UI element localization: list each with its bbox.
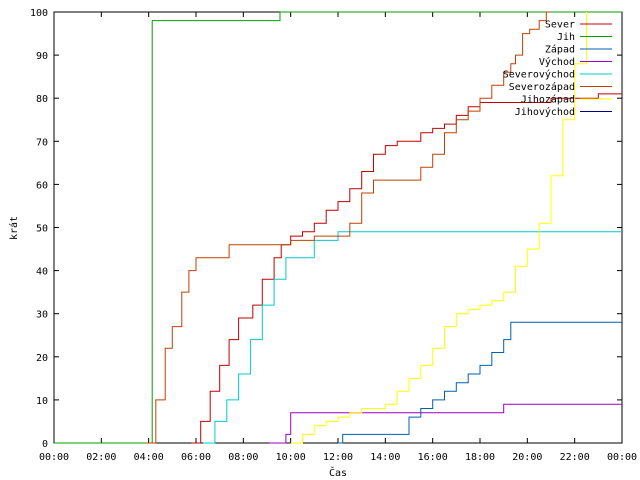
axis-ticks: 00:00 02:00 04:00 06:00 08:00 10:00 12:00 14:00… — [30, 8, 637, 463]
y-tick-label: 80 — [36, 94, 48, 105]
x-tick-label: 04:00 — [134, 452, 164, 463]
y-tick-label: 70 — [36, 137, 48, 148]
x-tick-label: 02:00 — [86, 452, 116, 463]
y-tick-label: 50 — [36, 224, 48, 235]
x-tick-label: 08:00 — [228, 452, 258, 463]
legend-label: Severozápad — [509, 81, 575, 93]
x-tick-label: 10:00 — [276, 452, 306, 463]
series-line — [191, 93, 622, 444]
legend: SeverJihZápadVýchodSeverovýchodSeverozáp… — [503, 20, 612, 118]
y-tick-label: 100 — [30, 8, 48, 19]
x-tick-label: 00:00 — [607, 452, 637, 463]
y-tick-label: 20 — [36, 353, 48, 364]
x-axis-label: Čas — [329, 466, 347, 479]
y-tick-label: 60 — [36, 180, 48, 191]
y-tick-label: 40 — [36, 267, 48, 278]
x-tick-label: 06:00 — [181, 452, 211, 463]
x-tick-label: 18:00 — [465, 452, 495, 463]
series-lines — [54, 11, 622, 444]
series-line — [146, 11, 551, 444]
series-line — [269, 403, 622, 444]
x-tick-label: 16:00 — [418, 452, 448, 463]
y-tick-label: 0 — [42, 439, 48, 450]
legend-label: Východ — [539, 56, 575, 68]
legend-label: Jihovýchod — [515, 106, 575, 118]
legend-label: Jih — [557, 32, 575, 43]
legend-label: Jihozápad — [521, 94, 575, 106]
y-axis-label: krát — [8, 216, 20, 240]
x-tick-label: 14:00 — [370, 452, 400, 463]
x-tick-label: 20:00 — [512, 452, 542, 463]
x-tick-label: 12:00 — [323, 452, 353, 463]
y-tick-label: 90 — [36, 51, 48, 62]
y-tick-label: 30 — [36, 310, 48, 321]
y-tick-label: 10 — [36, 396, 48, 407]
legend-label: Severovýchod — [503, 69, 575, 81]
series-line — [338, 321, 622, 444]
x-tick-label: 22:00 — [560, 452, 590, 463]
series-line — [290, 12, 587, 444]
x-tick-label: 00:00 — [39, 452, 69, 463]
series-line — [203, 231, 622, 444]
legend-label: Západ — [545, 44, 575, 56]
legend-label: Sever — [545, 20, 575, 31]
